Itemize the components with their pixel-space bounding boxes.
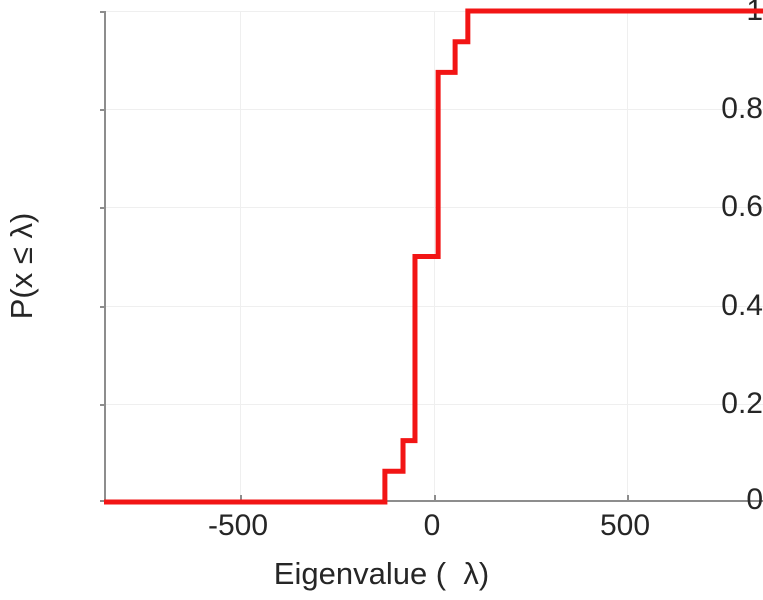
y-axis-label: P(x ≤ λ) (4, 212, 39, 320)
gridline-x-0 (434, 11, 435, 500)
gridline-x--500 (240, 11, 241, 500)
xtick-mark--500 (240, 495, 242, 502)
ytick-mark-0 (100, 500, 106, 502)
xtick-label--500: -500 (207, 509, 269, 542)
ytick-label-0: 0 (746, 483, 763, 516)
plot-area (100, 11, 763, 502)
ytick-mark-0-4 (100, 306, 106, 308)
xtick-label-500: 500 (599, 509, 651, 542)
ytick-label-0-6: 0.6 (721, 190, 763, 223)
ytick-mark-0-6 (100, 207, 106, 209)
ytick-label-1: 1 (746, 0, 763, 27)
ytick-mark-0-2 (100, 404, 106, 406)
xtick-mark-0 (434, 495, 436, 502)
ytick-label-0-8: 0.8 (721, 92, 763, 125)
ytick-label-0-2: 0.2 (721, 387, 763, 420)
gridline-x-500 (627, 11, 628, 500)
xtick-label-0: 0 (423, 509, 441, 542)
x-axis-label: Eigenvalue ( λ) (273, 556, 490, 591)
xtick-mark-500 (627, 495, 629, 502)
ytick-mark-1 (100, 11, 106, 13)
ytick-label-0-4: 0.4 (721, 289, 763, 322)
ytick-mark-0-8 (100, 109, 106, 111)
